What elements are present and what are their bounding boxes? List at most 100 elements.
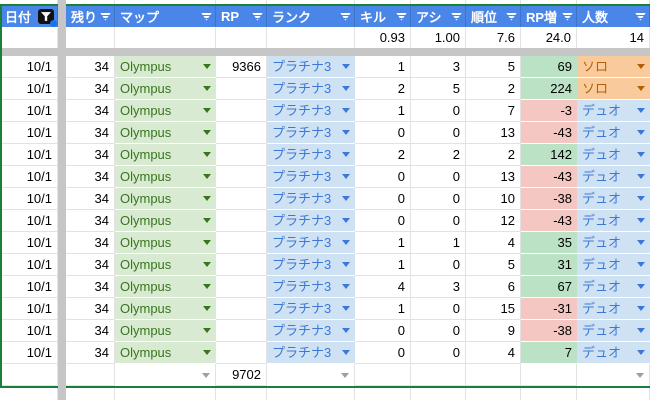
cell-date[interactable]: 10/1	[0, 298, 58, 320]
cell-party-dropdown[interactable]: デュオ	[577, 100, 650, 122]
cell-assist[interactable]: 3	[411, 276, 466, 298]
cell-place[interactable]: 4	[466, 232, 521, 254]
footer-map-dropdown[interactable]	[115, 364, 216, 386]
cell-rp[interactable]	[216, 298, 267, 320]
footer-rank-dropdown[interactable]	[267, 364, 355, 386]
cell-kill[interactable]: 0	[355, 320, 411, 342]
cell-rp[interactable]	[216, 210, 267, 232]
stats-rp-delta-avg[interactable]: 24.0	[521, 28, 577, 48]
cell-kill[interactable]: 0	[355, 210, 411, 232]
cell-kill[interactable]: 4	[355, 276, 411, 298]
cell-rp[interactable]	[216, 342, 267, 364]
stats-place-avg[interactable]: 7.6	[466, 28, 521, 48]
filter-icon[interactable]	[506, 12, 517, 21]
cell-remaining[interactable]: 34	[66, 188, 115, 210]
cell-assist[interactable]: 0	[411, 100, 466, 122]
cell-rank-dropdown[interactable]: プラチナ3	[267, 210, 355, 232]
cell-map-dropdown[interactable]: Olympus	[115, 276, 216, 298]
cell-place[interactable]: 2	[466, 144, 521, 166]
cell-date[interactable]: 10/1	[0, 166, 58, 188]
cell-rank-dropdown[interactable]: プラチナ3	[267, 320, 355, 342]
cell-kill[interactable]: 0	[355, 122, 411, 144]
cell-assist[interactable]: 0	[411, 342, 466, 364]
cell-date[interactable]: 10/1	[0, 56, 58, 78]
cell-rp-delta[interactable]: -38	[521, 320, 577, 342]
filter-icon[interactable]	[396, 12, 407, 21]
cell-assist[interactable]: 0	[411, 188, 466, 210]
footer-date-cell[interactable]	[0, 364, 58, 386]
cell-map-dropdown[interactable]: Olympus	[115, 232, 216, 254]
cell-party-dropdown[interactable]: デュオ	[577, 320, 650, 342]
cell-rank-dropdown[interactable]: プラチナ3	[267, 232, 355, 254]
cell-assist[interactable]: 1	[411, 232, 466, 254]
cell-party-dropdown[interactable]: デュオ	[577, 298, 650, 320]
cell-rp[interactable]	[216, 122, 267, 144]
cell-map-dropdown[interactable]: Olympus	[115, 320, 216, 342]
cell-date[interactable]: 10/1	[0, 210, 58, 232]
header-assist[interactable]: アシ	[411, 6, 466, 27]
cell-rp[interactable]	[216, 166, 267, 188]
cell-rp[interactable]	[216, 188, 267, 210]
cell-rp[interactable]	[216, 254, 267, 276]
footer-assist-cell[interactable]	[411, 364, 466, 386]
cell-assist[interactable]: 0	[411, 254, 466, 276]
header-rank[interactable]: ランク	[267, 6, 355, 27]
filter-icon[interactable]	[451, 12, 462, 21]
cell-rp[interactable]	[216, 320, 267, 342]
cell-rp[interactable]	[216, 78, 267, 100]
cell-remaining[interactable]: 34	[66, 100, 115, 122]
cell-place[interactable]: 10	[466, 188, 521, 210]
footer-remaining-cell[interactable]	[66, 364, 115, 386]
cell-party-dropdown[interactable]: デュオ	[577, 342, 650, 364]
cell-date[interactable]: 10/1	[0, 276, 58, 298]
cell-date[interactable]: 10/1	[0, 342, 58, 364]
cell-rank-dropdown[interactable]: プラチナ3	[267, 78, 355, 100]
cell-party-dropdown[interactable]: デュオ	[577, 122, 650, 144]
stats-empty[interactable]	[115, 28, 216, 48]
cell-assist[interactable]: 5	[411, 78, 466, 100]
cell-party-dropdown[interactable]: デュオ	[577, 254, 650, 276]
cell-place[interactable]: 4	[466, 342, 521, 364]
cell-remaining[interactable]: 34	[66, 56, 115, 78]
cell-kill[interactable]: 2	[355, 78, 411, 100]
cell-date[interactable]: 10/1	[0, 232, 58, 254]
cell-rp[interactable]	[216, 232, 267, 254]
cell-date[interactable]: 10/1	[0, 320, 58, 342]
cell-map-dropdown[interactable]: Olympus	[115, 254, 216, 276]
cell-rp-delta[interactable]: -43	[521, 210, 577, 232]
cell-remaining[interactable]: 34	[66, 342, 115, 364]
cell-assist[interactable]: 2	[411, 144, 466, 166]
cell-rp-delta[interactable]: -43	[521, 166, 577, 188]
cell-date[interactable]: 10/1	[0, 254, 58, 276]
footer-rp-delta-cell[interactable]	[521, 364, 577, 386]
cell-map-dropdown[interactable]: Olympus	[115, 56, 216, 78]
cell-kill[interactable]: 1	[355, 254, 411, 276]
cell-rp-delta[interactable]: 224	[521, 78, 577, 100]
cell-map-dropdown[interactable]: Olympus	[115, 122, 216, 144]
header-kill[interactable]: キル	[355, 6, 411, 27]
cell-kill[interactable]: 0	[355, 188, 411, 210]
cell-assist[interactable]: 0	[411, 122, 466, 144]
cell-map-dropdown[interactable]: Olympus	[115, 188, 216, 210]
cell-assist[interactable]: 0	[411, 210, 466, 232]
cell-party-dropdown[interactable]: デュオ	[577, 276, 650, 298]
cell-place[interactable]: 9	[466, 320, 521, 342]
cell-rank-dropdown[interactable]: プラチナ3	[267, 298, 355, 320]
cell-rank-dropdown[interactable]: プラチナ3	[267, 188, 355, 210]
cell-remaining[interactable]: 34	[66, 232, 115, 254]
footer-party-dropdown[interactable]	[577, 364, 650, 386]
stats-match-count[interactable]: 14	[577, 28, 650, 48]
cell-place[interactable]: 15	[466, 298, 521, 320]
header-rp-delta[interactable]: RP増	[521, 6, 577, 27]
cell-map-dropdown[interactable]: Olympus	[115, 78, 216, 100]
cell-assist[interactable]: 3	[411, 56, 466, 78]
cell-rp-delta[interactable]: 35	[521, 232, 577, 254]
cell-date[interactable]: 10/1	[0, 144, 58, 166]
cell-remaining[interactable]: 34	[66, 254, 115, 276]
footer-place-cell[interactable]	[466, 364, 521, 386]
cell-kill[interactable]: 1	[355, 56, 411, 78]
stats-assist-avg[interactable]: 1.00	[411, 28, 466, 48]
cell-place[interactable]: 2	[466, 78, 521, 100]
cell-rank-dropdown[interactable]: プラチナ3	[267, 342, 355, 364]
cell-place[interactable]: 13	[466, 122, 521, 144]
